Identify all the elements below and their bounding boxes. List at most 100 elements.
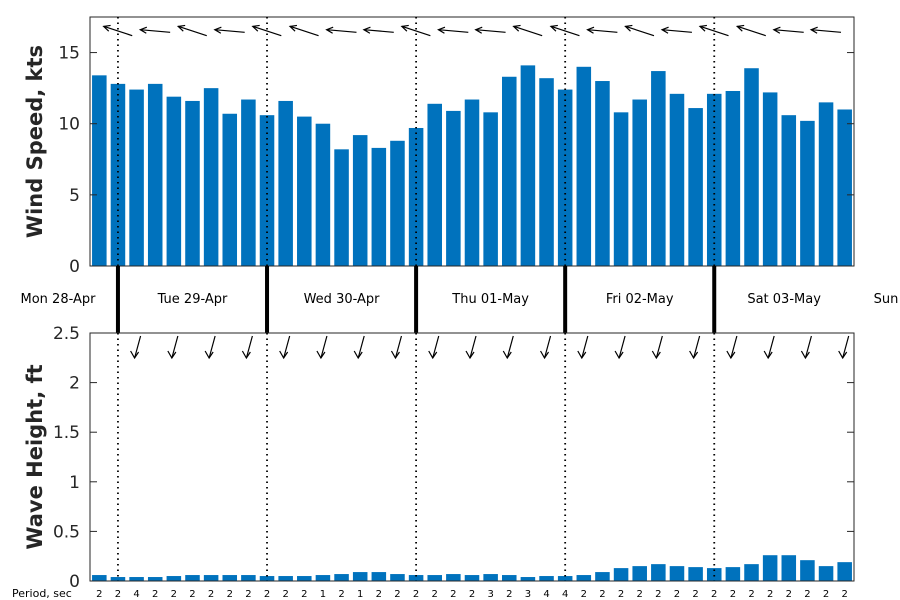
period-value: 2 xyxy=(413,589,419,600)
wind-direction-arrow xyxy=(624,24,655,37)
wind-direction-arrow xyxy=(735,24,766,37)
wave-bar xyxy=(818,566,834,581)
wave-bar xyxy=(725,567,741,581)
wind-bar xyxy=(446,110,461,266)
wave-bar xyxy=(502,575,517,581)
wave-bar xyxy=(390,574,405,581)
wind-bar xyxy=(371,147,387,266)
wave-bar xyxy=(762,555,778,581)
wave-bar xyxy=(669,566,685,581)
wind-direction-arrow xyxy=(102,24,133,37)
wave-bar xyxy=(259,576,275,581)
wind-direction-arrow xyxy=(362,26,394,34)
wind-bar xyxy=(632,99,647,266)
wave-bar xyxy=(632,566,647,581)
wave-direction-arrow xyxy=(353,335,365,360)
wind-ylabel: Wind Speed, kts xyxy=(23,45,47,238)
wind-direction-arrow xyxy=(809,26,842,34)
day-label: Wed 30-Apr xyxy=(304,292,381,307)
period-value: 2 xyxy=(96,589,102,600)
wind-bar xyxy=(837,109,852,266)
wind-direction-arrow xyxy=(400,24,431,37)
wind-bar xyxy=(166,96,182,267)
wave-bar xyxy=(595,572,610,581)
wind-direction-arrow xyxy=(512,24,543,37)
wind-bar xyxy=(110,83,126,266)
wave-direction-arrow xyxy=(540,335,552,360)
period-value: 2 xyxy=(171,589,177,600)
wave-direction-arrow xyxy=(241,335,253,360)
wind-bar xyxy=(576,66,592,266)
wave-bar xyxy=(464,575,480,581)
day-label-band: Mon 28-Apr Tue 29-Apr Wed 30-Apr Thu 01-May… xyxy=(21,266,898,333)
wave-direction-arrow xyxy=(130,335,142,360)
wave-bar xyxy=(241,575,256,581)
wave-direction-arrow xyxy=(279,335,291,360)
wave-bar xyxy=(166,576,182,581)
wave-direction-arrow xyxy=(390,335,403,360)
wind-direction-arrow xyxy=(288,24,319,37)
day-label: Fri 02-May xyxy=(606,292,674,307)
period-value: 2 xyxy=(581,589,587,600)
wind-bar xyxy=(520,65,536,267)
wave-direction-arrow xyxy=(800,335,812,360)
wind-direction-arrow xyxy=(251,24,282,37)
period-value: 2 xyxy=(282,589,288,600)
period-value: 4 xyxy=(133,589,139,600)
period-value: 2 xyxy=(245,589,251,600)
wind-bar xyxy=(725,90,741,266)
wind-bar xyxy=(390,140,405,266)
wind-direction-arrow xyxy=(698,24,729,37)
wind-bar xyxy=(203,88,219,267)
wave-axes-frame xyxy=(89,332,855,582)
wind-bar xyxy=(781,115,797,266)
wave-bar xyxy=(371,572,387,581)
wind-direction-arrow xyxy=(437,26,469,34)
wave-direction-arrow xyxy=(651,335,663,360)
wind-bar xyxy=(483,112,498,267)
wave-direction-arrow xyxy=(204,335,216,360)
wind-direction-arrow xyxy=(586,26,618,34)
wind-bar xyxy=(129,89,144,267)
wave-bar xyxy=(483,574,498,581)
wind-bar xyxy=(651,71,666,266)
period-value: 2 xyxy=(301,589,307,600)
wave-bar xyxy=(352,572,368,581)
wave-direction-arrow xyxy=(502,335,514,360)
wave-direction-arrow xyxy=(763,335,775,360)
period-value: 2 xyxy=(450,589,456,600)
wind-bar xyxy=(222,113,238,266)
period-value: 2 xyxy=(599,589,605,600)
wind-speed-panel: 0 5 10 15 Wind Speed, kts xyxy=(23,16,855,277)
wave-direction-arrow xyxy=(167,335,179,360)
day-label: Mon 28-Apr xyxy=(21,292,97,307)
wind-direction-arrow xyxy=(325,26,357,34)
wave-bar xyxy=(129,577,144,581)
wave-ytick-label: 1.5 xyxy=(53,423,80,443)
wave-direction-arrow xyxy=(838,335,850,360)
wind-ytick-label: 10 xyxy=(58,115,80,135)
wave-bar xyxy=(110,577,126,581)
wave-ytick-label: 2.5 xyxy=(53,324,80,344)
period-value: 2 xyxy=(208,589,214,600)
period-value: 2 xyxy=(804,589,810,600)
wind-bar xyxy=(185,100,200,266)
wave-bar xyxy=(334,574,349,581)
wave-direction-arrow xyxy=(465,335,477,360)
wave-ytick-label: 0.5 xyxy=(53,522,80,542)
period-value: 2 xyxy=(767,589,773,600)
wind-bar xyxy=(259,115,275,266)
wind-ytick-label: 0 xyxy=(69,257,80,277)
period-value: 4 xyxy=(562,589,568,600)
wind-bar xyxy=(464,99,480,266)
period-value: 2 xyxy=(152,589,158,600)
period-label: Period, sec xyxy=(12,587,72,600)
wind-ytick-label: 15 xyxy=(58,44,80,64)
wave-direction-arrow xyxy=(614,335,626,360)
wind-bar xyxy=(800,120,815,267)
period-value: 2 xyxy=(115,589,121,600)
wave-direction-arrow xyxy=(316,335,328,360)
wind-bar xyxy=(92,75,107,266)
wave-bar xyxy=(744,564,759,581)
wind-direction-arrow xyxy=(213,26,245,34)
